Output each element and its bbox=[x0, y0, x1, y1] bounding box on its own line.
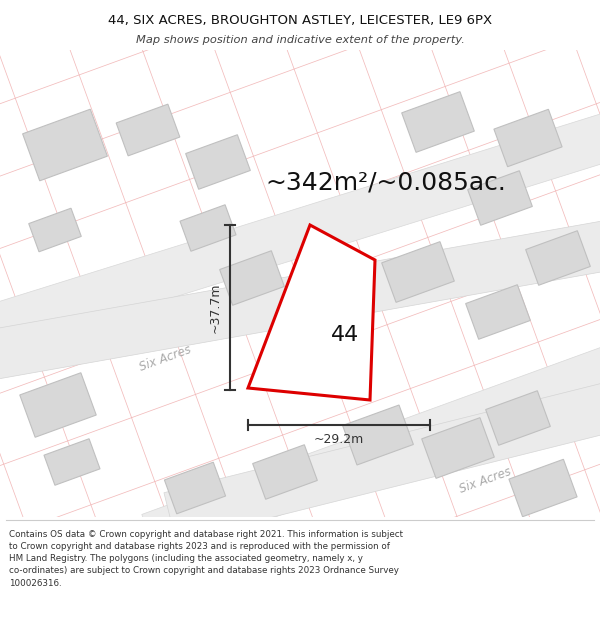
Polygon shape bbox=[485, 391, 550, 445]
Polygon shape bbox=[180, 205, 236, 251]
Polygon shape bbox=[526, 231, 590, 285]
Text: ~342m²/~0.085ac.: ~342m²/~0.085ac. bbox=[265, 170, 506, 194]
Text: Contains OS data © Crown copyright and database right 2021. This information is : Contains OS data © Crown copyright and d… bbox=[9, 530, 403, 588]
Polygon shape bbox=[0, 101, 600, 365]
Polygon shape bbox=[494, 109, 562, 167]
Polygon shape bbox=[0, 221, 600, 379]
Text: 44, SIX ACRES, BROUGHTON ASTLEY, LEICESTER, LE9 6PX: 44, SIX ACRES, BROUGHTON ASTLEY, LEICEST… bbox=[108, 14, 492, 27]
Polygon shape bbox=[44, 439, 100, 485]
Polygon shape bbox=[422, 418, 494, 478]
Polygon shape bbox=[343, 405, 413, 465]
Polygon shape bbox=[509, 459, 577, 517]
Text: ~37.7m: ~37.7m bbox=[209, 282, 222, 332]
Polygon shape bbox=[23, 109, 107, 181]
Polygon shape bbox=[164, 462, 226, 514]
Polygon shape bbox=[467, 171, 532, 225]
Polygon shape bbox=[29, 208, 81, 252]
Polygon shape bbox=[142, 314, 600, 559]
Polygon shape bbox=[164, 372, 600, 541]
Polygon shape bbox=[20, 372, 96, 438]
Text: 44: 44 bbox=[331, 325, 359, 345]
Polygon shape bbox=[253, 445, 317, 499]
Text: Six Acres: Six Acres bbox=[457, 464, 513, 496]
Polygon shape bbox=[466, 285, 530, 339]
Text: Map shows position and indicative extent of the property.: Map shows position and indicative extent… bbox=[136, 35, 464, 45]
Polygon shape bbox=[185, 135, 250, 189]
Text: ~29.2m: ~29.2m bbox=[314, 433, 364, 446]
Polygon shape bbox=[220, 251, 284, 305]
Polygon shape bbox=[401, 92, 475, 152]
Text: Six Acres: Six Acres bbox=[137, 342, 193, 373]
Polygon shape bbox=[248, 225, 375, 400]
Polygon shape bbox=[116, 104, 180, 156]
Polygon shape bbox=[382, 242, 454, 302]
